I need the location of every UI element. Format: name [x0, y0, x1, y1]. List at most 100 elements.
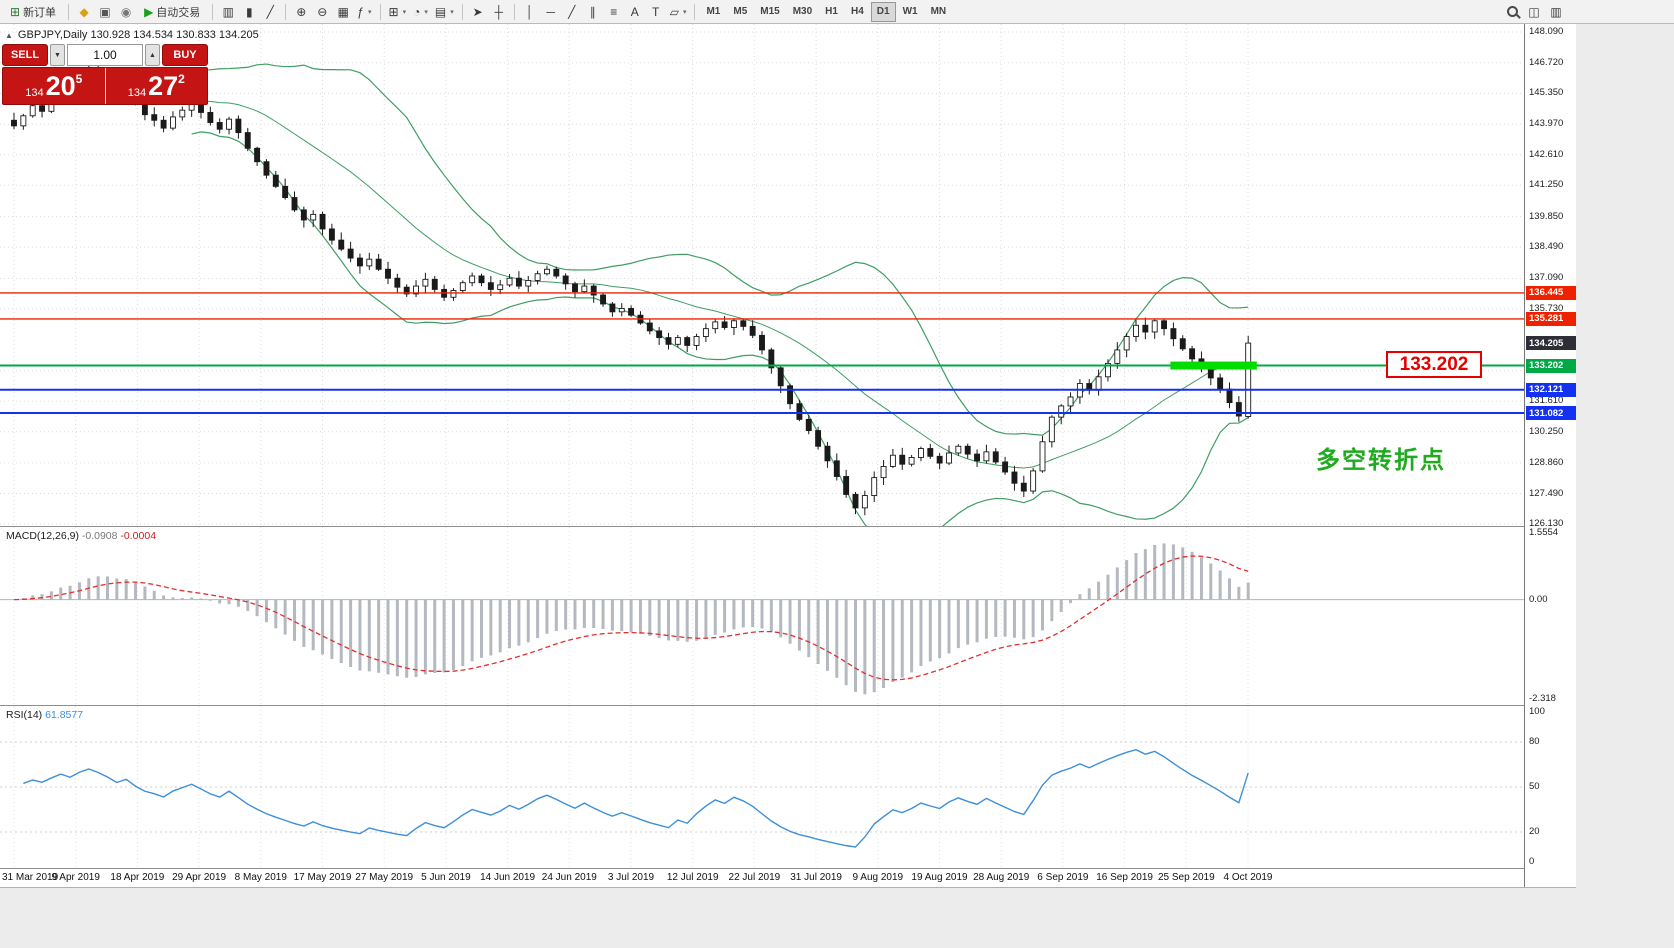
- rsi-header: RSI(14) 61.8577: [6, 709, 83, 721]
- candlestick-mode-icon[interactable]: ▮: [239, 2, 259, 22]
- price-chart-canvas[interactable]: [0, 24, 1524, 526]
- price-axis-label: 130.250: [1529, 425, 1564, 437]
- horizontal-level-lines[interactable]: [0, 292, 1524, 415]
- price-axis-label: 139.850: [1529, 210, 1564, 222]
- price-scale-badge: 135.281: [1526, 311, 1576, 326]
- collapse-panel-icon[interactable]: ▲: [5, 30, 13, 40]
- window-right-area: [1576, 24, 1674, 948]
- zoom-in-icon[interactable]: ⊕: [291, 2, 311, 22]
- volume-decrease-button[interactable]: ▼: [50, 44, 65, 66]
- date-label: 25 Sep 2019: [1157, 872, 1215, 883]
- price-axis-label: 143.970: [1529, 118, 1564, 130]
- zoom-out-icon[interactable]: ⊖: [312, 2, 332, 22]
- crosshair-icon[interactable]: ┼: [489, 2, 509, 22]
- date-label: 5 Jun 2019: [421, 872, 471, 883]
- sell-price-display[interactable]: 134 20 5: [3, 68, 105, 104]
- chart-window[interactable]: ▲ GBPJPY,Daily 130.928 134.534 130.833 1…: [0, 24, 1524, 887]
- label-icon[interactable]: T: [646, 2, 666, 22]
- date-label: 16 Sep 2019: [1096, 872, 1153, 883]
- volume-increase-button[interactable]: ▲: [145, 44, 160, 66]
- timeframe-d1-button[interactable]: D1: [870, 1, 896, 22]
- price-axis-label: 137.090: [1529, 272, 1564, 284]
- timeframe-m15-button[interactable]: M15: [754, 2, 785, 22]
- toolbar: ⊞ 新订单 ◆ ▣ ◉ ▶ 自动交易 ▥ ▮ ╱ ⊕ ⊖ ▦ ƒ ▾ ⊞ ▾ ◔ ▾ ▤ ▾ ➤ ┼ │ ─ ╱ ∥ ≡ A T ▱ ▾ M1 M…: [0, 0, 1674, 24]
- vertical-line-icon[interactable]: │: [520, 2, 540, 22]
- sell-price-big: 20: [45, 71, 76, 101]
- toolbar-right-icons: ◫ ▥: [1502, 2, 1566, 22]
- horizontal-line-icon[interactable]: ─: [541, 2, 561, 22]
- toolbar-groups: ⊞ 新订单 ◆ ▣ ◉ ▶ 自动交易 ▥ ▮ ╱ ⊕ ⊖ ▦ ƒ ▾ ⊞ ▾ ◔ ▾ ▤ ▾ ➤ ┼ │ ─ ╱ ∥ ≡ A T ▱ ▾ M1 M…: [3, 1, 953, 22]
- macd-header: MACD(12,26,9) -0.0908 -0.0004: [6, 530, 156, 542]
- toolbar-divider: [694, 3, 696, 20]
- rsi-canvas[interactable]: [0, 706, 1524, 868]
- grid-layer: [0, 24, 1524, 526]
- rsi-name: RSI(14): [6, 709, 43, 721]
- new-chart-icon[interactable]: ⊞ ▾: [386, 2, 410, 22]
- price-axis-label: 141.250: [1529, 179, 1564, 191]
- timeframe-m5-button[interactable]: M5: [727, 2, 753, 22]
- panel-separator[interactable]: [0, 705, 1524, 706]
- timeframe-mn-button[interactable]: MN: [925, 2, 953, 22]
- buy-price-display[interactable]: 134 27 2: [106, 68, 208, 104]
- line-chart-mode-icon[interactable]: ╱: [260, 2, 280, 22]
- price-scale-badge: 131.082: [1526, 406, 1576, 421]
- toolbar-divider: [285, 3, 287, 20]
- timeframe-h4-button[interactable]: H4: [845, 2, 870, 22]
- autotrade-button[interactable]: ▶ 自动交易: [137, 2, 207, 22]
- price-axis-label: 127.490: [1529, 487, 1564, 499]
- timeframe-m1-button[interactable]: M1: [700, 2, 726, 22]
- toolbar-divider: [212, 3, 214, 20]
- cursor-icon[interactable]: ➤: [468, 2, 488, 22]
- window-bottom-area: [0, 887, 1576, 948]
- price-scale-badge: 133.202: [1526, 358, 1576, 373]
- price-level-callout[interactable]: 133.202: [1386, 351, 1482, 378]
- text-icon[interactable]: A: [625, 2, 645, 22]
- bar-chart-mode-icon[interactable]: ▥: [218, 2, 238, 22]
- timeframe-m30-button[interactable]: M30: [787, 2, 818, 22]
- bollinger-bands: [191, 63, 1249, 526]
- date-label: 22 Jul 2019: [728, 872, 781, 883]
- price-axis-label: 135.730: [1529, 302, 1564, 314]
- toolbar-divider: [379, 3, 381, 20]
- shapes-icon[interactable]: ▱ ▾: [667, 2, 690, 22]
- date-label: 18 Apr 2019: [110, 872, 165, 883]
- volume-input[interactable]: [67, 44, 143, 66]
- tile-windows-icon[interactable]: ▦: [333, 2, 353, 22]
- timeframe-w1-button[interactable]: W1: [897, 2, 924, 22]
- rsi-axis-label: 100: [1529, 706, 1545, 717]
- date-label: 29 Apr 2019: [172, 872, 227, 883]
- thick-green-segment: [1170, 361, 1257, 370]
- profiles-icon[interactable]: ◔ ▾: [410, 2, 431, 22]
- buy-price-sup: 2: [178, 72, 185, 86]
- date-label: 8 May 2019: [234, 872, 287, 883]
- price-axis-label: 131.610: [1529, 395, 1564, 407]
- macd-grid: [0, 527, 1524, 705]
- date-label: 17 May 2019: [293, 872, 352, 883]
- trendline-icon[interactable]: ╱: [562, 2, 582, 22]
- macd-axis-label: 1.5554: [1529, 527, 1559, 538]
- market-watch-icon[interactable]: ▣: [95, 2, 115, 22]
- rsi-axis-label: 50: [1529, 781, 1540, 792]
- date-label: 6 Sep 2019: [1037, 872, 1089, 883]
- favorites-icon[interactable]: ◆: [74, 2, 94, 22]
- indicators-icon[interactable]: ƒ ▾: [354, 2, 374, 22]
- price-scale[interactable]: 148.090 146.720 145.350 143.970 142.610 141.2…: [1524, 24, 1576, 887]
- chart-annotation-text[interactable]: 多空转折点: [1316, 447, 1446, 474]
- date-label: 9 Aug 2019: [852, 872, 904, 883]
- templates-icon[interactable]: ▤ ▾: [432, 2, 457, 22]
- time-scale[interactable]: 31 Mar 2019 9 Apr 2019 18 Apr 2019 29 Apr 2…: [0, 868, 1524, 887]
- panel-separator[interactable]: [0, 526, 1524, 527]
- data-window-icon[interactable]: ◫: [1524, 2, 1544, 22]
- chart-title: ▲ GBPJPY,Daily 130.928 134.534 130.833 1…: [5, 29, 259, 41]
- timeframe-h1-button[interactable]: H1: [819, 2, 844, 22]
- new-order-button[interactable]: ⊞ 新订单: [3, 2, 63, 22]
- alerts-icon[interactable]: ◉: [116, 2, 136, 22]
- search-icon[interactable]: [1502, 2, 1522, 22]
- connection-status-icon[interactable]: ▥: [1546, 2, 1566, 22]
- fibonacci-icon[interactable]: ≡: [604, 2, 624, 22]
- buy-button[interactable]: BUY: [162, 44, 208, 66]
- macd-canvas[interactable]: [0, 527, 1524, 705]
- sell-button[interactable]: SELL: [2, 44, 48, 66]
- channel-icon[interactable]: ∥: [583, 2, 603, 22]
